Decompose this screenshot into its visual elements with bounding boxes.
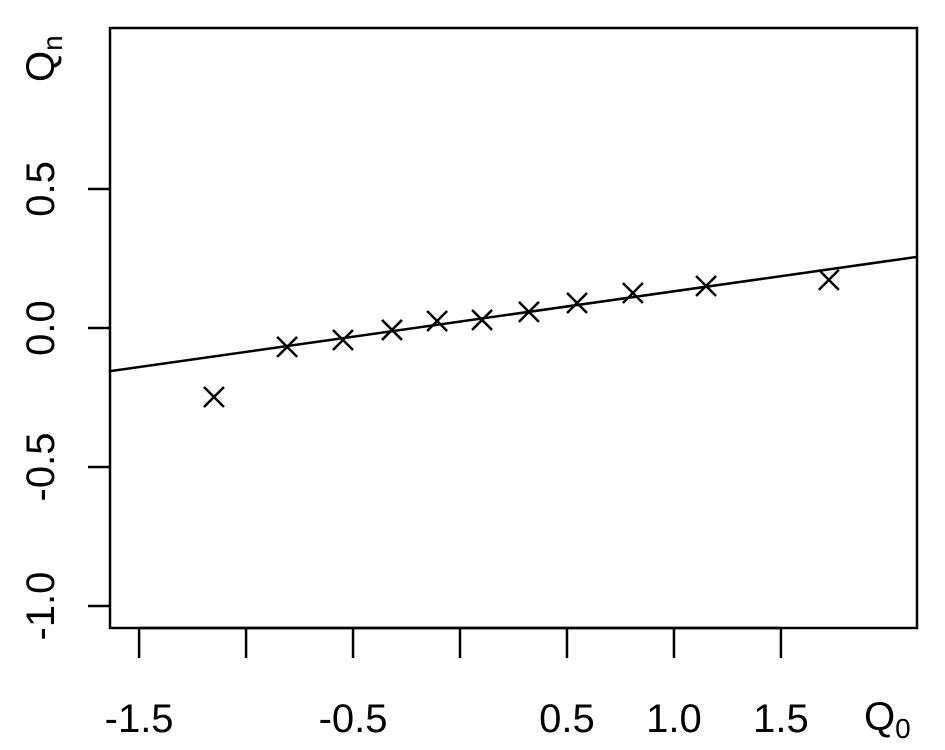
point [203, 386, 225, 408]
y-axis-label-base: Q [19, 51, 63, 82]
y-tick-label: 0.0 [19, 300, 63, 356]
y-tick-label: 0.5 [19, 161, 63, 217]
x-axis-label-sub: 0 [895, 713, 911, 744]
y-axis-label-sub: n [37, 35, 68, 51]
point [621, 282, 644, 304]
y-axis-label: Qn [19, 35, 68, 82]
x-tick-label: 1.5 [753, 697, 809, 741]
x-tick-label: 0.5 [539, 697, 595, 741]
point [381, 319, 403, 341]
point [471, 309, 493, 331]
point [276, 336, 299, 358]
point [332, 329, 354, 351]
point [566, 292, 588, 314]
y-tick-label: -1.0 [19, 572, 63, 641]
x-tick-label: 1.0 [646, 697, 702, 741]
y-tick-label: -0.5 [19, 433, 63, 502]
point [518, 300, 540, 323]
x-axis-label-base: Q [864, 695, 895, 739]
point [817, 269, 840, 291]
plot-frame [108, 26, 919, 630]
point [695, 275, 717, 297]
x-axis-label: Q0 [864, 695, 911, 744]
reference-line [110, 255, 917, 373]
x-tick-label: -1.5 [105, 697, 174, 741]
x-tick-label: -0.5 [319, 697, 388, 741]
point [426, 310, 449, 332]
